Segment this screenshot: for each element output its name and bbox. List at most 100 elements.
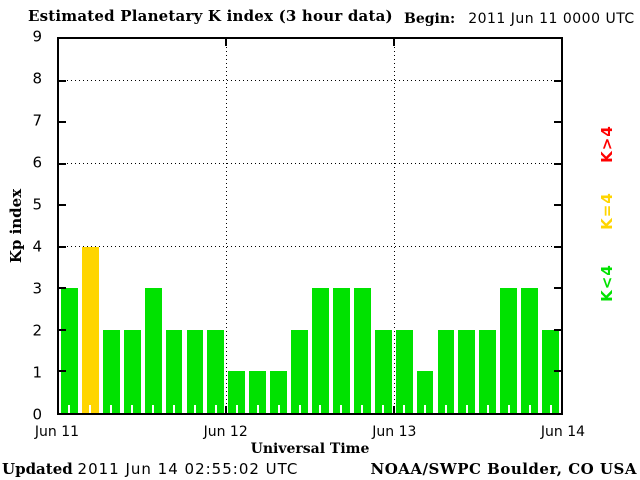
y-tick-label: 1: [32, 363, 42, 382]
y-tick-label: 3: [32, 279, 42, 298]
y-tick: [554, 162, 561, 165]
bar-slot: [519, 39, 540, 413]
x-tick-label: Jun 11: [34, 424, 80, 440]
bar-slot: [122, 39, 143, 413]
kp-bar: [270, 371, 288, 413]
y-tick: [59, 162, 66, 165]
bar-slot: [373, 39, 394, 413]
x-minor-tick: [486, 405, 489, 413]
x-minor-tick: [256, 405, 259, 413]
y-axis-tick-labels: 0 1 2 3 4 5 6 7 8 9: [0, 29, 49, 422]
legend-item: K>4: [598, 125, 616, 163]
kp-bar: [186, 329, 204, 413]
x-minor-tick: [173, 405, 176, 413]
legend-item: K<4: [598, 264, 616, 302]
y-tick-label: 0: [32, 405, 42, 424]
y-tick: [554, 287, 561, 290]
y-tick: [59, 370, 66, 373]
y-tick-label: 8: [32, 69, 42, 88]
x-minor-tick: [298, 405, 301, 413]
kp-bar: [61, 288, 78, 413]
updated-label: Updated: [2, 460, 73, 478]
x-minor-tick: [89, 405, 92, 413]
kp-bar: [102, 329, 120, 413]
kp-bar: [374, 329, 392, 413]
bar-slot: [164, 39, 185, 413]
kp-bar: [291, 329, 308, 413]
kp-bar: [542, 329, 559, 413]
y-tick: [554, 245, 561, 248]
chart-title: Estimated Planetary K index (3 hour data…: [28, 7, 393, 25]
kp-bar: [228, 371, 246, 413]
kp-bar: [144, 288, 162, 413]
bar-slot: [80, 39, 101, 413]
x-minor-tick: [465, 405, 468, 413]
updated-timestamp: Updated 2011 Jun 14 02:55:02 UTC: [2, 460, 298, 478]
credit-text: NOAA/SWPC Boulder, CO USA: [370, 460, 637, 478]
bar-slot: [310, 39, 331, 413]
bar-slot: [226, 39, 247, 413]
legend-item: K=4: [598, 192, 616, 230]
x-major-tick: [225, 406, 228, 413]
kp-bar: [207, 329, 225, 413]
y-tick-label: 4: [32, 237, 42, 256]
kp-bar: [437, 329, 455, 413]
day-divider: [393, 39, 395, 413]
begin-annotation: Begin: 2011 Jun 11 0000 UTC: [404, 11, 635, 27]
x-minor-tick: [110, 405, 113, 413]
x-minor-tick: [361, 405, 364, 413]
kp-bar: [395, 329, 413, 413]
kp-bar: [479, 329, 497, 413]
x-minor-tick: [214, 405, 217, 413]
bar-slot: [101, 39, 122, 413]
y-tick: [554, 328, 561, 331]
begin-value: 2011 Jun 11 0000 UTC: [468, 11, 635, 27]
bar-slot: [247, 39, 268, 413]
kp-bar: [123, 329, 141, 413]
y-tick: [59, 287, 66, 290]
x-tick-label: Jun 14: [540, 424, 586, 440]
y-tick: [59, 245, 66, 248]
x-minor-tick: [444, 405, 447, 413]
x-minor-tick: [549, 405, 552, 413]
bar-slot: [268, 39, 289, 413]
kp-bar: [81, 246, 99, 413]
x-tick-label: Jun 13: [372, 424, 417, 440]
y-tick: [554, 121, 561, 124]
updated-value: 2011 Jun 14 02:55:02 UTC: [77, 460, 299, 478]
bar-slot: [498, 39, 519, 413]
x-minor-tick: [319, 405, 322, 413]
x-tick-label: Jun 12: [203, 424, 248, 440]
y-tick: [59, 328, 66, 331]
y-tick-label: 6: [32, 153, 42, 172]
bar-slot: [436, 39, 457, 413]
bar-slot: [394, 39, 415, 413]
kp-bar: [416, 371, 434, 413]
gridline: [67, 245, 553, 247]
bar-slot: [185, 39, 206, 413]
y-tick-label: 7: [32, 111, 42, 130]
x-major-tick: [392, 39, 395, 46]
bar-slot: [477, 39, 498, 413]
bar-slot: [205, 39, 226, 413]
x-minor-tick: [507, 405, 510, 413]
day-divider: [226, 39, 228, 413]
x-major-tick: [225, 39, 228, 46]
kp-bar: [312, 288, 329, 413]
bar-slot: [540, 39, 561, 413]
bar-slot: [331, 39, 352, 413]
kp-bar: [353, 288, 371, 413]
y-tick: [59, 121, 66, 124]
y-tick: [554, 370, 561, 373]
x-minor-tick: [131, 405, 134, 413]
kp-bar: [332, 288, 350, 413]
kp-bar: [458, 329, 476, 413]
x-minor-tick: [382, 405, 385, 413]
bar-slot: [415, 39, 436, 413]
y-tick: [59, 79, 66, 82]
y-tick-label: 5: [32, 195, 42, 214]
y-tick: [59, 204, 66, 207]
x-minor-tick: [403, 405, 406, 413]
bar-slot: [143, 39, 164, 413]
